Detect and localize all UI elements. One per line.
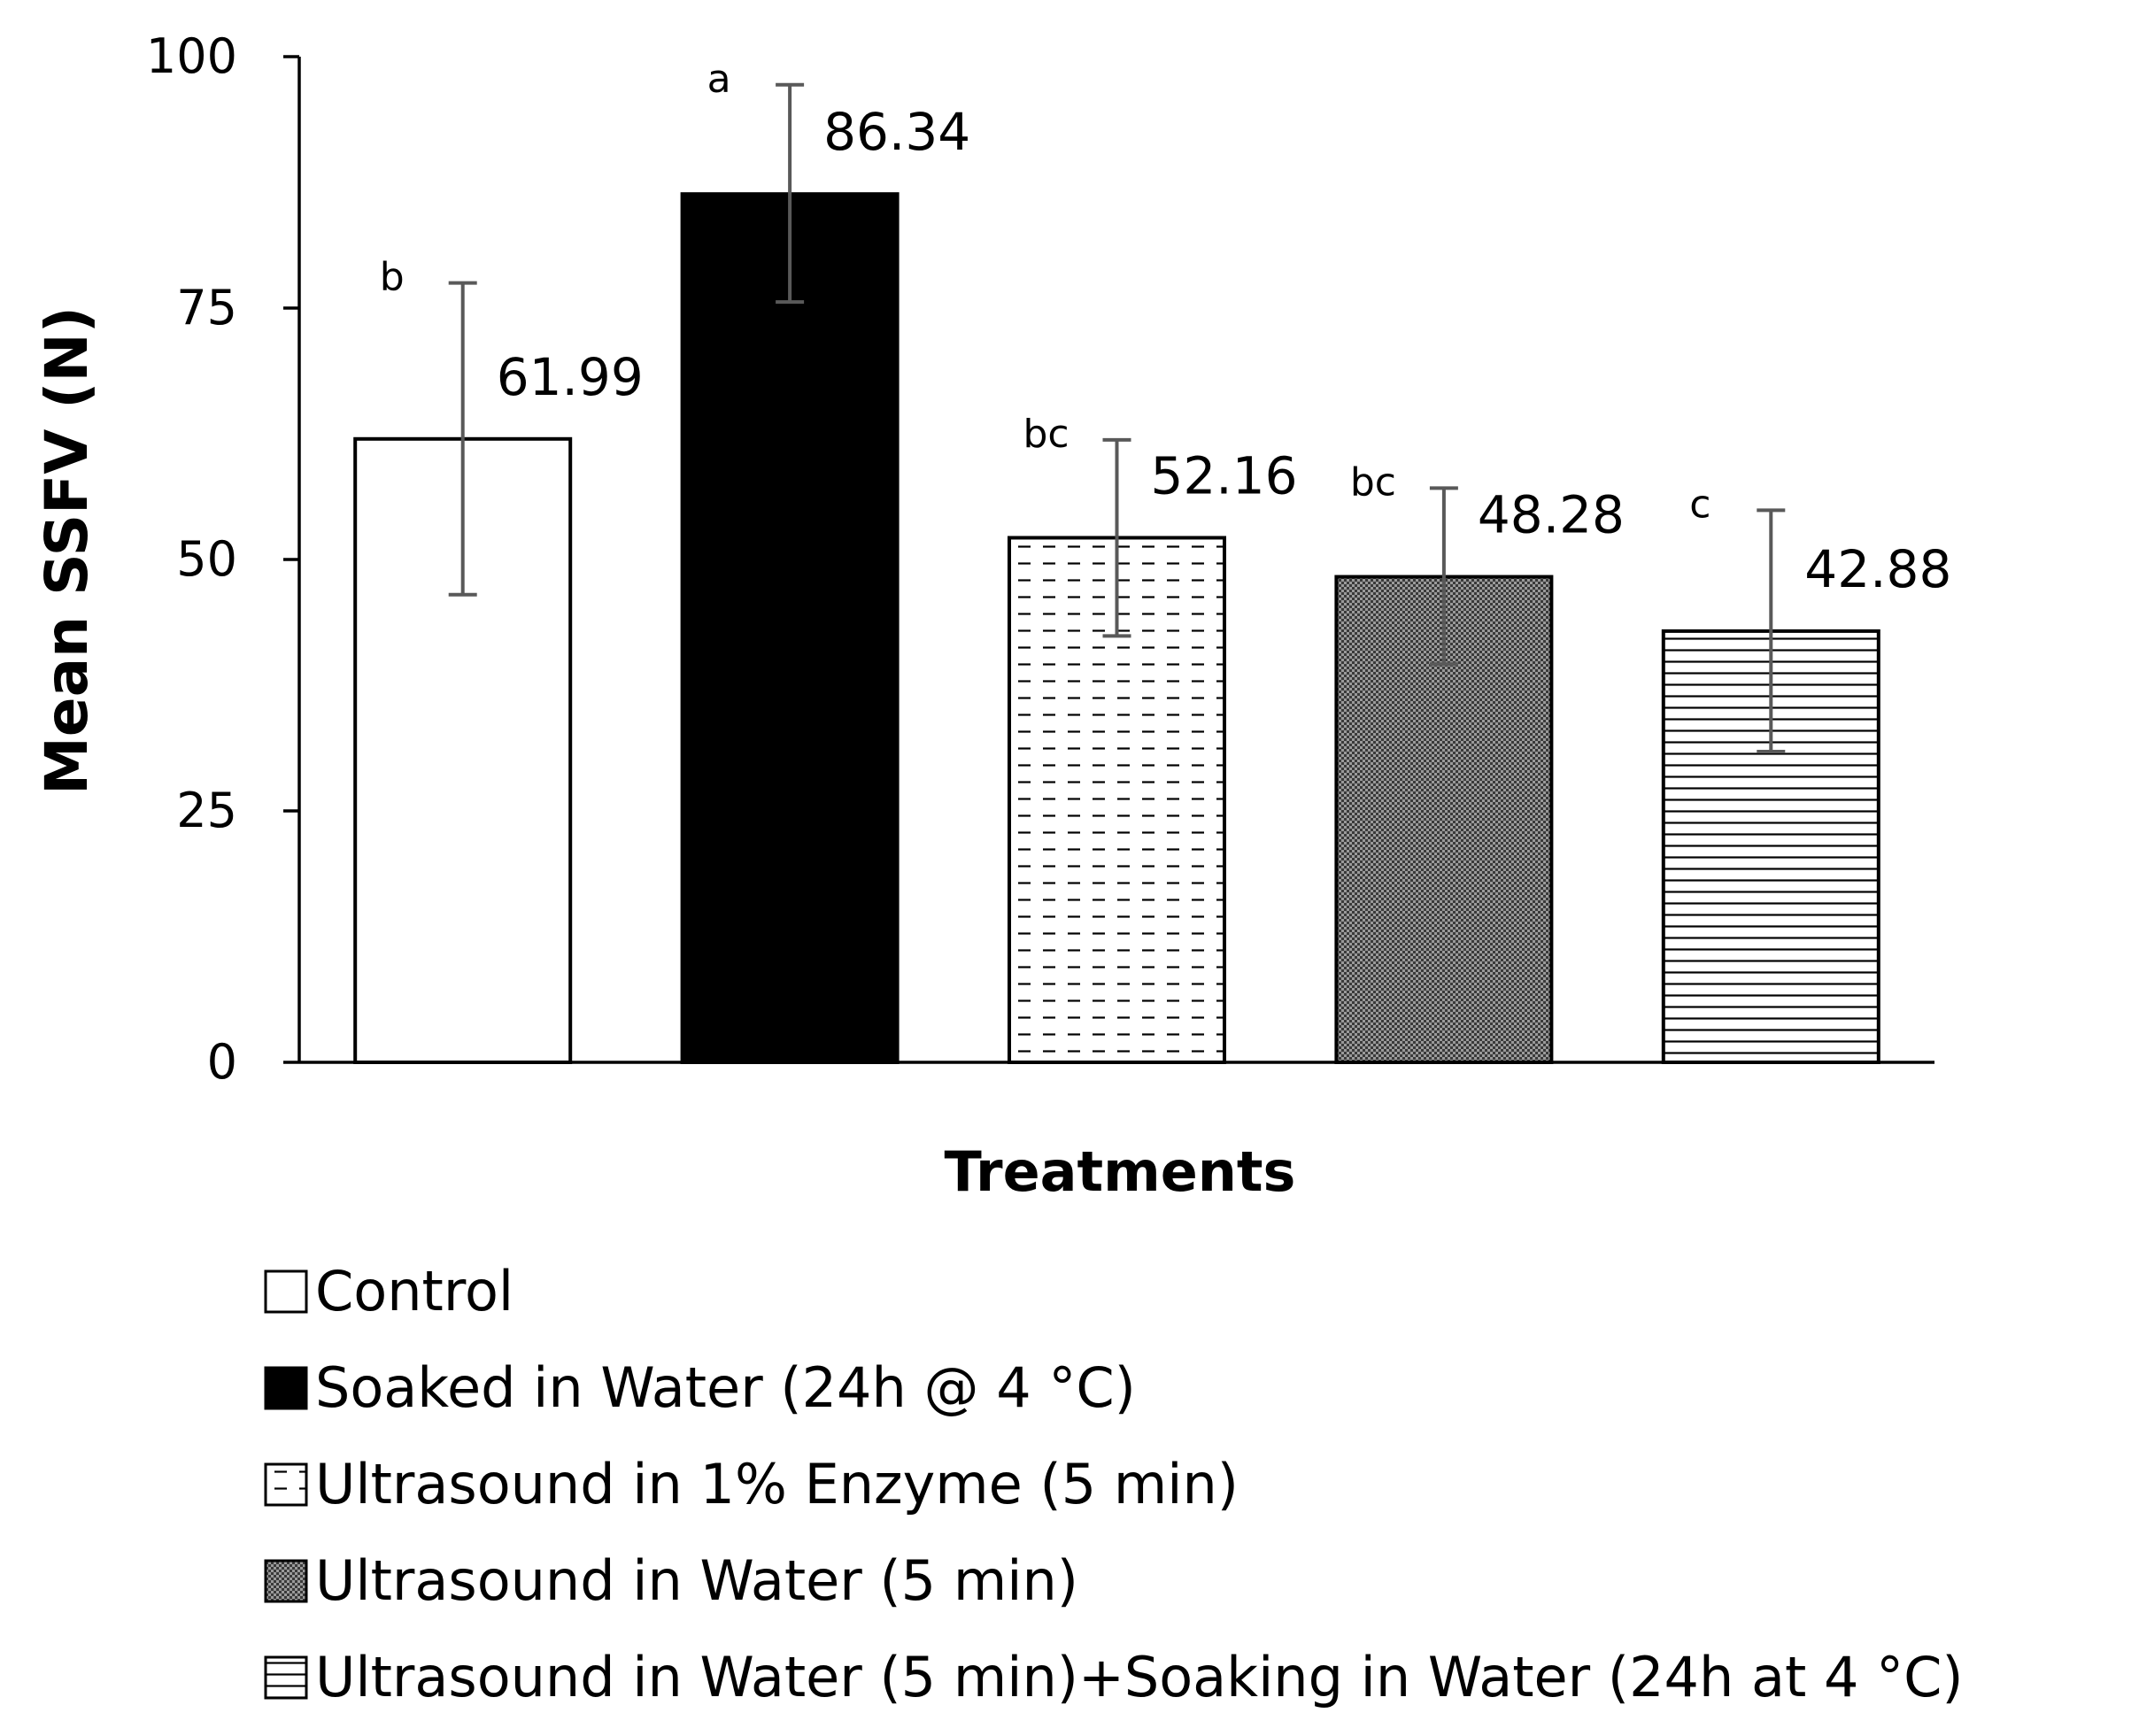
legend-label: Ultrasound in Water (5 min)+Soaking in W…	[315, 1645, 1964, 1709]
x-axis-title: Treatments	[945, 1139, 1296, 1204]
y-tick-label: 50	[176, 531, 237, 587]
bar-2	[680, 192, 900, 1064]
legend-label: Soaked in Water (24h @ 4 °C)	[315, 1355, 1136, 1420]
legend-swatch	[264, 1366, 308, 1410]
legend-label: Control	[315, 1259, 514, 1323]
y-axis-title: Mean SSFV (N)	[33, 306, 101, 795]
y-tick-label: 100	[146, 28, 237, 84]
legend-swatch	[264, 1269, 308, 1314]
y-tick-label: 25	[176, 783, 237, 838]
significance-letter-5: c	[1689, 482, 1710, 527]
legend: Control Soaked in Water (24h @ 4 °C) Ultra…	[264, 1259, 1964, 1709]
legend-label: Ultrasound in 1% Enzyme (5 min)	[315, 1452, 1239, 1516]
significance-letter-4: bc	[1350, 459, 1396, 505]
bars: 61.99 b 86.34 a 52.16 bc 48.28 bc 42.88 c	[353, 57, 1951, 1065]
legend-swatch	[264, 1655, 308, 1700]
data-label-4: 48.28	[1478, 485, 1625, 545]
legend-item-4: Ultrasound in Water (5 min)	[264, 1548, 1078, 1613]
legend-item-1: Control	[264, 1259, 514, 1323]
legend-label: Ultrasound in Water (5 min)	[315, 1548, 1078, 1613]
data-label-2: 86.34	[823, 102, 970, 162]
legend-swatch	[264, 1462, 308, 1507]
legend-swatch	[264, 1559, 308, 1603]
data-label-5: 42.88	[1804, 539, 1951, 599]
significance-letter-2: a	[707, 57, 731, 102]
legend-item-3: Ultrasound in 1% Enzyme (5 min)	[264, 1452, 1239, 1516]
y-tick-label: 75	[176, 280, 237, 336]
significance-letter-1: b	[380, 255, 405, 300]
y-axis: 0 25 50 75 100	[146, 28, 301, 1090]
legend-item-2: Soaked in Water (24h @ 4 °C)	[264, 1355, 1136, 1420]
data-label-3: 52.16	[1151, 445, 1298, 505]
data-label-1: 61.99	[497, 347, 644, 407]
significance-letter-3: bc	[1023, 412, 1069, 457]
legend-item-5: Ultrasound in Water (5 min)+Soaking in W…	[264, 1645, 1964, 1709]
y-tick-label: 0	[207, 1034, 237, 1090]
